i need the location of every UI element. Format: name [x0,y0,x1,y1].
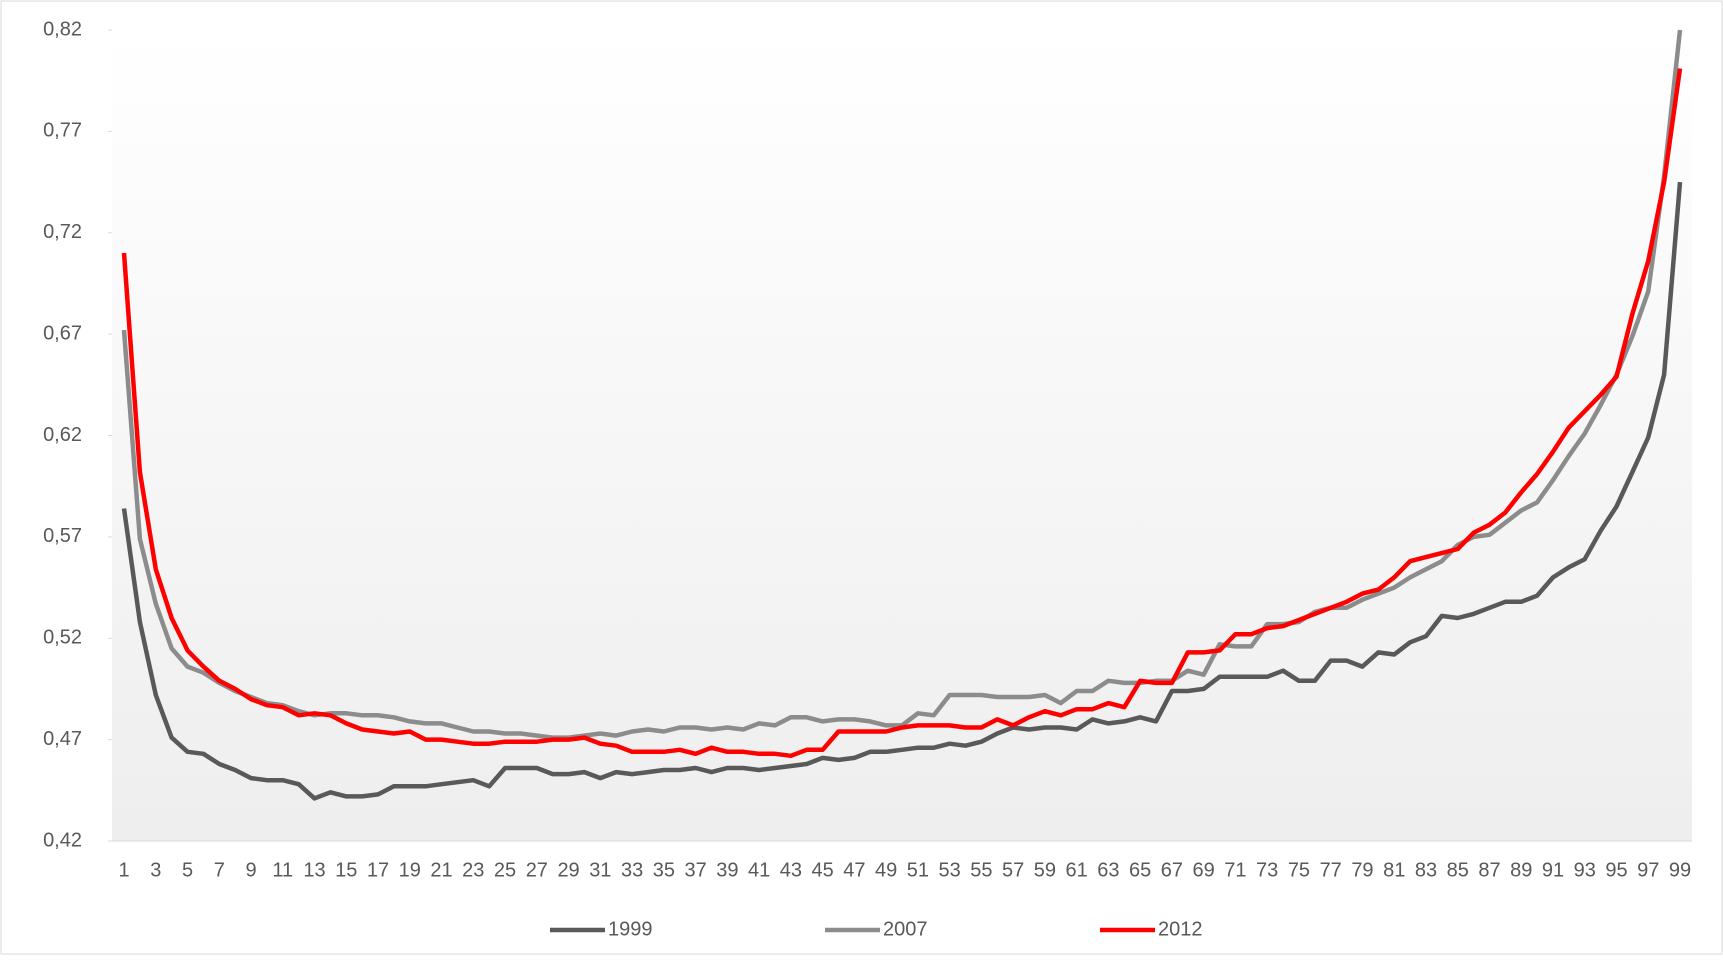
x-tick-label: 97 [1637,859,1659,881]
x-tick-label: 93 [1574,859,1596,881]
x-tick-label: 95 [1605,859,1627,881]
y-tick-label: 0,47 [43,728,82,750]
legend-label: 1999 [608,918,653,940]
x-tick-label: 19 [399,859,421,881]
x-tick-label: 9 [245,859,256,881]
x-tick-label: 81 [1383,859,1405,881]
y-tick-label: 0,57 [43,525,82,547]
x-tick-label: 61 [1066,859,1088,881]
y-tick-label: 0,72 [43,221,82,243]
x-tick-label: 53 [939,859,961,881]
x-tick-label: 35 [653,859,675,881]
x-tick-label: 17 [367,859,389,881]
x-tick-label: 47 [843,859,865,881]
x-tick-label: 83 [1415,859,1437,881]
x-tick-label: 21 [430,859,452,881]
x-tick-label: 71 [1224,859,1246,881]
x-tick-label: 75 [1288,859,1310,881]
y-tick-label: 0,82 [43,18,82,40]
y-tick-label: 0,77 [43,120,82,142]
x-tick-label: 13 [303,859,325,881]
x-tick-label: 51 [907,859,929,881]
x-tick-label: 7 [214,859,225,881]
x-tick-label: 99 [1669,859,1691,881]
x-tick-label: 27 [526,859,548,881]
line-series [121,181,1683,801]
y-tick-label: 0,67 [43,322,82,344]
x-tick-label: 91 [1542,859,1564,881]
line-series [121,68,1683,759]
legend-label: 2012 [1158,918,1203,940]
x-tick-label: 3 [150,859,161,881]
x-tick-label: 73 [1256,859,1278,881]
y-tick-label: 0,42 [43,829,82,851]
x-tick-label: 29 [557,859,579,881]
x-tick-label: 45 [811,859,833,881]
y-tick-label: 0,62 [43,424,82,446]
x-tick-label: 49 [875,859,897,881]
x-tick-label: 25 [494,859,516,881]
x-tick-label: 1 [118,859,129,881]
x-tick-label: 67 [1161,859,1183,881]
x-tick-label: 77 [1320,859,1342,881]
x-tick-label: 23 [462,859,484,881]
x-tick-label: 39 [716,859,738,881]
x-tick-label: 5 [182,859,193,881]
x-tick-label: 37 [684,859,706,881]
plot-area [112,30,1692,841]
x-tick-label: 59 [1034,859,1056,881]
x-tick-label: 31 [589,859,611,881]
y-tick-label: 0,52 [43,627,82,649]
x-tick-label: 69 [1193,859,1215,881]
legend-label: 2007 [883,918,928,940]
x-tick-label: 63 [1097,859,1119,881]
x-tick-label: 87 [1478,859,1500,881]
x-tick-label: 79 [1351,859,1373,881]
x-tick-label: 43 [780,859,802,881]
x-tick-label: 11 [272,859,293,881]
x-tick-label: 33 [621,859,643,881]
x-tick-label: 41 [748,859,770,881]
x-tick-label: 85 [1447,859,1469,881]
x-tick-label: 55 [970,859,992,881]
x-tick-label: 65 [1129,859,1151,881]
x-tick-label: 15 [335,859,357,881]
x-tick-label: 89 [1510,859,1532,881]
x-tick-label: 57 [1002,859,1024,881]
